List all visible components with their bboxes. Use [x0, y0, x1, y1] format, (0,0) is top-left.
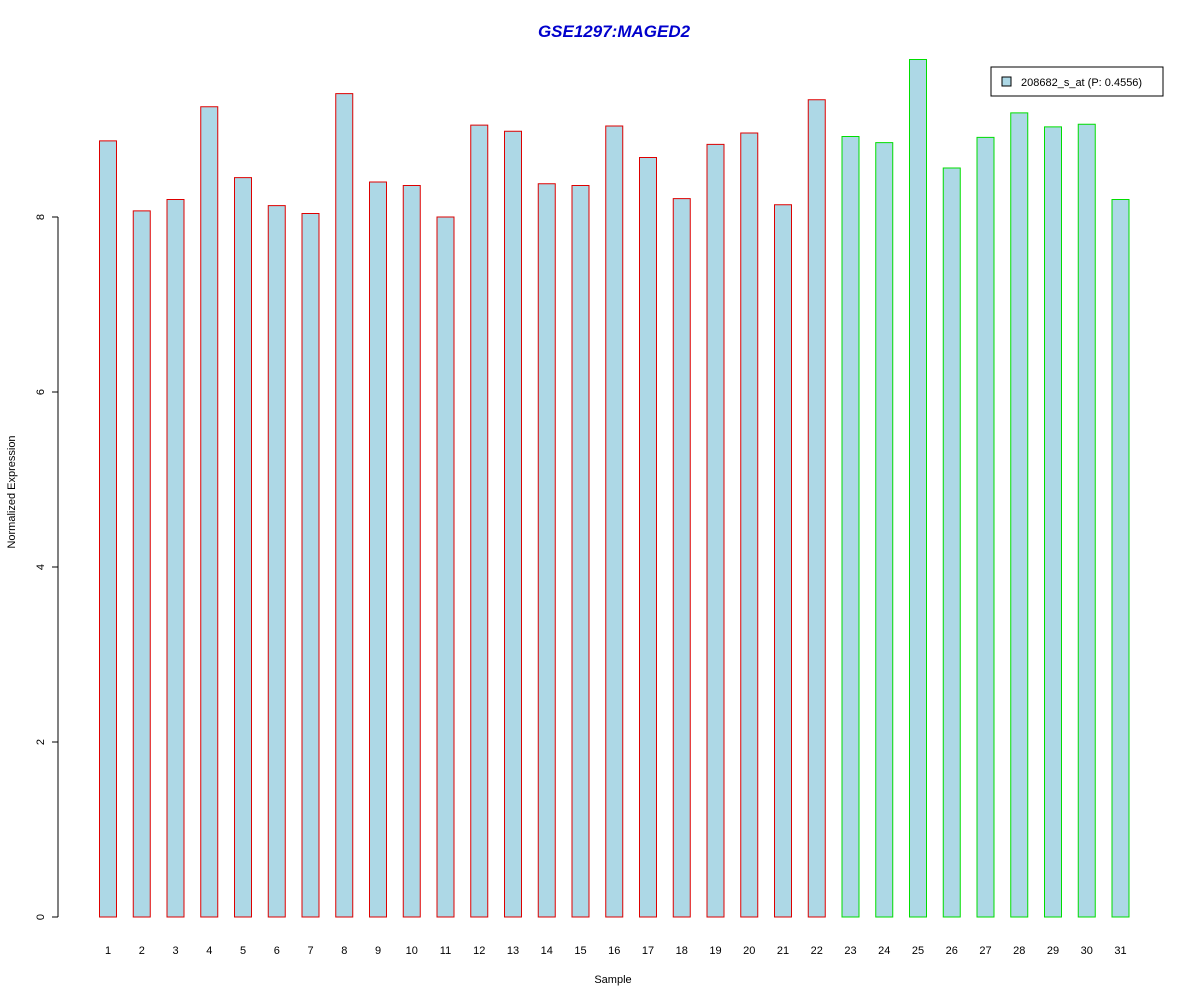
- y-tick-label: 6: [35, 389, 47, 395]
- bar-sample-10: [402, 185, 421, 918]
- x-tick-label: 9: [375, 945, 381, 957]
- bar-sample-5: [234, 177, 252, 918]
- legend-label: 208682_s_at (P: 0.4556): [1021, 77, 1142, 89]
- x-tick-label: 17: [642, 945, 654, 957]
- x-tick-label: 28: [1013, 945, 1025, 957]
- x-tick-label: 1: [105, 945, 111, 957]
- bar-sample-26: [942, 167, 961, 918]
- legend: 208682_s_at (P: 0.4556): [990, 66, 1164, 97]
- chart-title: GSE1297:MAGED2: [538, 22, 691, 41]
- bar-sample-8: [335, 93, 354, 918]
- x-tick-label: 14: [541, 945, 553, 957]
- x-tick-label: 21: [777, 945, 789, 957]
- bar-sample-6: [267, 205, 286, 918]
- legend-swatch: [1001, 76, 1012, 87]
- x-tick-label: 19: [709, 945, 721, 957]
- x-tick-label: 15: [574, 945, 586, 957]
- x-tick-label: 20: [743, 945, 755, 957]
- x-tick-label: 23: [844, 945, 856, 957]
- x-tick-label: 3: [172, 945, 178, 957]
- x-tick-label: 7: [307, 945, 313, 957]
- y-axis-label: Normalized Expression: [6, 435, 18, 548]
- x-tick-label: 13: [507, 945, 519, 957]
- bar-sample-17: [639, 157, 657, 918]
- x-tick-label: 10: [406, 945, 418, 957]
- bar-sample-27: [976, 136, 995, 918]
- bar-sample-30: [1077, 123, 1096, 918]
- bar-sample-18: [672, 198, 691, 918]
- bar-sample-20: [740, 132, 759, 918]
- bar-sample-24: [875, 142, 894, 918]
- y-axis: 0 2 4 6 8: [35, 214, 59, 920]
- x-tick-label: 11: [440, 945, 451, 957]
- bar-sample-4: [200, 106, 219, 918]
- y-tick-label: 0: [35, 914, 47, 920]
- x-tick-label: 18: [676, 945, 688, 957]
- x-tick-label: 6: [274, 945, 280, 957]
- bar-sample-29: [1044, 126, 1062, 918]
- x-axis: 1 2 3 4 5 6 7 8 9 10 11 12 13 14 15 16 17 18 19 20 21 22 23 24 2…: [105, 945, 1127, 957]
- bar-sample-19: [706, 143, 725, 918]
- x-tick-label: 26: [946, 945, 958, 957]
- bar-sample-23: [841, 136, 860, 918]
- y-tick-label: 2: [35, 739, 47, 745]
- bars-group: [99, 59, 1130, 918]
- bar-sample-9: [369, 181, 387, 918]
- bar-sample-1: [99, 140, 117, 918]
- bar-sample-16: [605, 125, 624, 918]
- x-tick-label: 8: [341, 945, 347, 957]
- bar-sample-2: [132, 210, 151, 918]
- bar-sample-21: [774, 204, 792, 918]
- legend-box: [990, 66, 1164, 97]
- y-tick-label: 8: [35, 214, 47, 220]
- bar-sample-13: [504, 130, 522, 918]
- y-tick-label: 4: [35, 564, 47, 570]
- x-tick-label: 25: [912, 945, 924, 957]
- x-tick-label: 30: [1081, 945, 1093, 957]
- bar-sample-31: [1111, 199, 1130, 918]
- x-tick-label: 29: [1047, 945, 1059, 957]
- x-tick-label: 2: [139, 945, 145, 957]
- bar-sample-25: [909, 59, 927, 918]
- x-tick-label: 24: [878, 945, 890, 957]
- x-tick-label: 5: [240, 945, 246, 957]
- bar-sample-3: [166, 199, 185, 918]
- bar-sample-12: [470, 124, 489, 918]
- bar-sample-28: [1010, 112, 1029, 918]
- x-tick-label: 22: [811, 945, 823, 957]
- x-tick-label: 12: [473, 945, 485, 957]
- bar-sample-7: [301, 213, 320, 918]
- x-tick-label: 4: [206, 945, 212, 957]
- x-tick-label: 31: [1114, 945, 1126, 957]
- bar-sample-14: [537, 183, 556, 918]
- bar-sample-22: [807, 99, 826, 918]
- x-axis-label: Sample: [594, 974, 631, 986]
- bar-sample-15: [571, 185, 590, 918]
- x-tick-label: 16: [608, 945, 620, 957]
- bar-sample-11: [436, 216, 455, 918]
- x-tick-label: 27: [979, 945, 991, 957]
